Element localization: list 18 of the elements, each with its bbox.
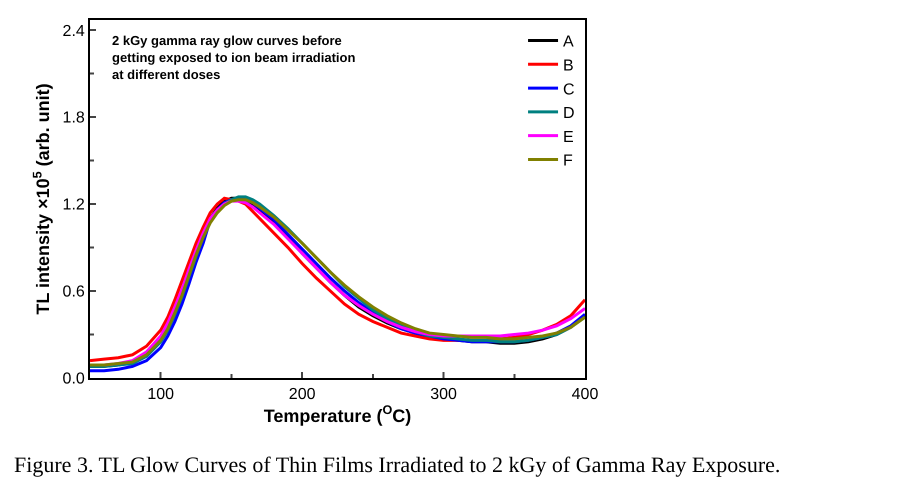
- x-tick-label: 400: [572, 386, 598, 404]
- x-axis-title: Temperature ($^{O}$C): [264, 403, 412, 426]
- legend-label: B: [563, 58, 574, 75]
- legend-label: F: [563, 152, 574, 170]
- caption: Figure 3. TL Glow Curves of Thin Films Irradiated to 2 kGy of Gamma Ray Exposure.: [14, 452, 780, 477]
- x-tick-label: 200: [288, 386, 316, 404]
- x-tick-label: 100: [147, 386, 174, 404]
- y-tick-label: 0.6: [62, 284, 85, 301]
- legend-label: D: [563, 105, 575, 122]
- annotation: 2 kGy gamma ray glow curves before getting exposed to ion beam irradiation at different doses: [112, 33, 356, 82]
- legend-label: C: [563, 81, 575, 98]
- x-tick-label: 300: [430, 386, 458, 404]
- y-tick-label: 1.8: [62, 110, 85, 127]
- legend-label: A: [563, 34, 574, 51]
- y-tick-label: 2.4: [62, 22, 85, 40]
- legend-label: E: [563, 128, 574, 146]
- y-tick-label: 0.0: [62, 370, 85, 388]
- y-tick-label: 1.2: [62, 196, 85, 214]
